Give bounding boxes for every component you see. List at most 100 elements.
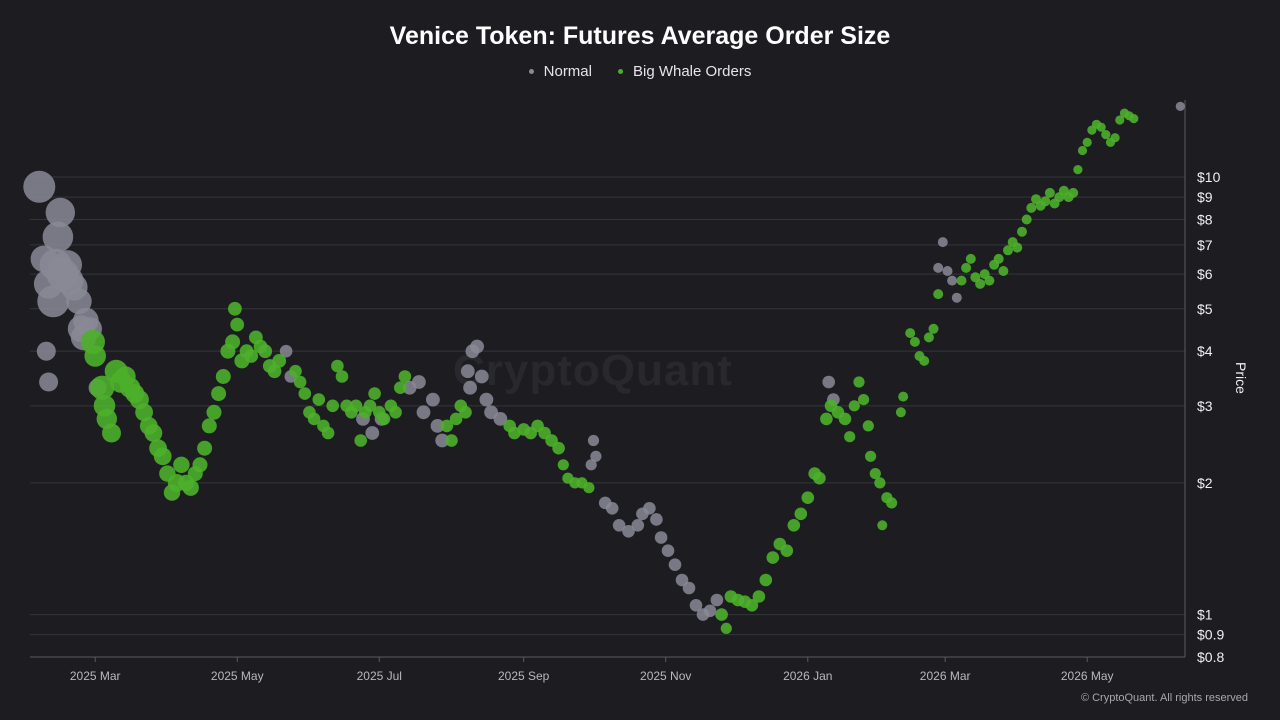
big-whale-point: [144, 424, 163, 442]
big-whale-point: [321, 426, 335, 440]
normal-point: [947, 275, 958, 286]
big-whale-point: [197, 440, 213, 456]
big-whale-point: [557, 459, 569, 471]
x-tick-label: 2026 Jan: [783, 669, 832, 683]
x-tick-label: 2025 Mar: [70, 669, 121, 683]
y-tick-label: $8: [1197, 211, 1213, 227]
big-whale-point: [1096, 122, 1106, 132]
x-tick-label: 2025 Jul: [357, 669, 402, 683]
normal-point: [937, 237, 948, 248]
normal-point: [951, 292, 962, 303]
normal-point: [822, 375, 835, 389]
big-whale-point: [583, 482, 595, 494]
x-tick-label: 2025 Sep: [498, 669, 550, 683]
big-whale-point: [895, 407, 906, 418]
big-whale-point: [928, 323, 939, 334]
big-whale-point: [1101, 130, 1111, 140]
big-whale-point: [201, 418, 217, 434]
big-whale-point: [102, 423, 121, 443]
normal-point: [612, 519, 626, 532]
legend-item-big-whale-orders[interactable]: Big Whale Orders: [617, 63, 751, 80]
y-tick-label: $0.8: [1197, 649, 1224, 665]
x-tick-label: 2025 May: [211, 669, 264, 683]
normal-point: [1175, 101, 1185, 111]
normal-point: [474, 369, 489, 384]
normal-point: [587, 434, 600, 447]
normal-point: [470, 339, 484, 354]
big-whale-point: [389, 406, 402, 419]
big-whale-point: [715, 608, 728, 621]
big-whale-point: [135, 403, 154, 422]
big-whale-point: [228, 301, 242, 316]
normal-point: [430, 419, 445, 433]
y-tick-label: $0.9: [1197, 627, 1224, 643]
big-whale-point: [211, 386, 227, 402]
big-whale-point: [552, 441, 565, 455]
normal-point: [365, 426, 380, 440]
y-tick-label: $1: [1197, 607, 1213, 623]
normal-point: [689, 599, 703, 612]
big-whale-point: [1129, 114, 1139, 124]
big-whale-point: [1040, 196, 1051, 207]
big-whale-point: [354, 434, 368, 447]
big-whale-point: [258, 344, 273, 359]
big-whale-point: [272, 354, 287, 368]
chart-title: Venice Token: Futures Average Order Size: [389, 22, 891, 50]
big-whale-point: [459, 406, 472, 419]
big-whale-point: [1017, 226, 1027, 237]
big-whale-point: [377, 412, 391, 426]
big-whale-point: [1012, 242, 1023, 253]
y-tick-label: $5: [1197, 301, 1213, 317]
normal-point: [23, 170, 56, 203]
big-whale-point: [298, 387, 312, 400]
legend-normal-dot: [528, 69, 534, 74]
big-whale-point: [752, 590, 766, 603]
big-whale-point: [848, 400, 860, 412]
big-whale-point: [858, 394, 870, 406]
big-whale-point: [1077, 145, 1088, 156]
big-whale-point: [1044, 187, 1055, 198]
big-whale-point: [874, 477, 886, 489]
normal-point: [643, 502, 656, 515]
copyright-text: © CryptoQuant. All rights reserved: [1080, 692, 1248, 704]
normal-point: [479, 392, 494, 407]
normal-point: [37, 285, 70, 318]
big-whale-point: [993, 253, 1004, 264]
big-whale-point: [215, 369, 231, 384]
big-whale-point: [1003, 245, 1013, 256]
big-whale-point: [331, 359, 344, 373]
legend-item-normal[interactable]: Normal: [528, 63, 592, 80]
normal-point: [661, 544, 675, 557]
big-whale-point: [933, 289, 944, 300]
big-whale-point: [956, 275, 967, 286]
y-tick-label: $2: [1197, 475, 1213, 491]
big-whale-point: [153, 447, 172, 466]
normal-point: [590, 450, 602, 462]
big-whale-point: [905, 328, 916, 339]
normal-point: [39, 372, 59, 392]
big-whale-point: [787, 519, 801, 532]
big-whale-point: [923, 332, 934, 343]
big-whale-point: [349, 399, 363, 413]
normal-point: [585, 459, 597, 471]
legend-normal-label: Normal: [543, 63, 592, 80]
normal-point: [710, 593, 724, 607]
x-tick-label: 2025 Nov: [640, 669, 691, 683]
big-whale-point: [853, 376, 865, 388]
big-whale-point: [869, 468, 881, 480]
normal-point: [45, 197, 75, 228]
big-whale-point: [1115, 115, 1125, 125]
big-whale-point: [267, 364, 282, 379]
big-whale-point: [398, 370, 412, 383]
big-whale-point: [440, 419, 454, 433]
normal-point: [463, 380, 477, 395]
big-whale-point: [766, 551, 780, 564]
normal-point: [279, 344, 293, 358]
big-whale-point: [225, 334, 241, 350]
big-whale-point: [961, 262, 972, 273]
normal-point: [426, 392, 440, 407]
big-whale-point: [919, 355, 930, 366]
normal-point: [416, 405, 431, 420]
big-whale-point: [898, 391, 909, 402]
